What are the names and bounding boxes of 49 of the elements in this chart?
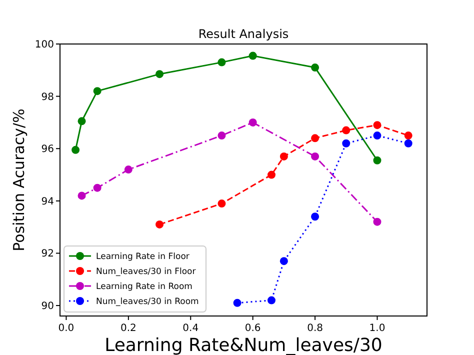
point <box>404 139 412 148</box>
y-tick-label: 92 <box>41 248 54 260</box>
x-tick-label: 0.0 <box>58 323 74 334</box>
x-tick-label: 1.0 <box>369 323 386 334</box>
legend-label: Learning Rate in Room <box>96 282 192 292</box>
point <box>218 200 226 208</box>
point <box>342 126 350 134</box>
point <box>311 212 320 221</box>
point <box>93 87 102 96</box>
point <box>218 132 226 140</box>
point <box>218 58 226 66</box>
point <box>373 121 382 130</box>
y-tick-label: 98 <box>41 92 54 103</box>
point <box>311 152 320 160</box>
point <box>72 146 80 154</box>
point <box>267 170 276 179</box>
chart-title: Result Analysis <box>198 27 289 41</box>
point <box>373 132 382 140</box>
point <box>93 184 102 192</box>
point <box>267 296 276 304</box>
y-tick-label: 96 <box>41 144 54 156</box>
point <box>373 218 382 226</box>
x-tick-label: 0.2 <box>120 323 136 334</box>
point <box>248 52 257 60</box>
y-axis-title: Position Acuracy/% <box>10 108 28 252</box>
x-axis-title: Learning Rate&Num_leaves/30 <box>104 335 382 355</box>
y-tick-label: 90 <box>41 301 54 312</box>
x-tick-label: 0.4 <box>182 323 199 334</box>
y-tick-label: 100 <box>34 40 54 50</box>
x-tick-label: 0.6 <box>244 323 261 334</box>
point <box>78 192 86 200</box>
point <box>280 257 288 266</box>
point <box>404 132 412 140</box>
point <box>373 156 382 164</box>
x-tick-label: 0.8 <box>307 323 323 334</box>
point <box>156 70 164 78</box>
point <box>342 139 350 148</box>
point <box>311 134 320 142</box>
legend-label: Learning Rate in Floor <box>96 252 190 262</box>
point <box>156 220 164 228</box>
point <box>280 152 288 160</box>
y-tick-label: 94 <box>41 196 54 208</box>
legend-label: Num_leaves/30 in Room <box>96 297 199 307</box>
point <box>124 166 132 174</box>
legend-label: Num_leaves/30 in Floor <box>96 267 196 277</box>
point <box>233 298 242 307</box>
point <box>78 117 86 126</box>
point <box>248 118 257 126</box>
point <box>311 64 320 72</box>
